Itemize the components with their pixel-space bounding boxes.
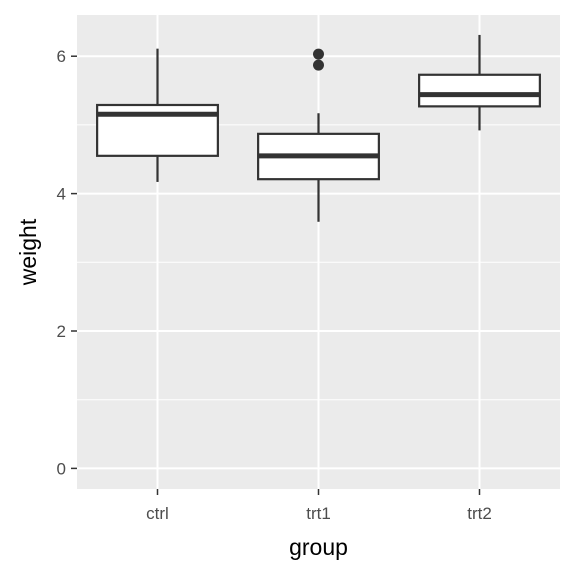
outlier-point-0 [313, 59, 324, 71]
x-tick-label: trt2 [467, 504, 492, 523]
outlier-point-1 [313, 48, 324, 60]
iqr-box [418, 73, 541, 108]
box-trt1 [257, 48, 380, 222]
box-trt2 [418, 34, 541, 131]
y-tick-label: 6 [57, 47, 66, 66]
x-axis-ticks: ctrl trt1 trt2 [146, 489, 492, 523]
y-tick-label: 0 [57, 459, 66, 478]
y-axis-title: weight [15, 218, 41, 286]
x-tick-label: ctrl [146, 504, 169, 523]
x-axis-title: group [289, 534, 348, 560]
box-ctrl [96, 48, 219, 182]
y-axis-ticks: 0 2 4 6 [57, 47, 77, 478]
boxes [96, 34, 541, 222]
y-tick-label: 2 [57, 322, 66, 341]
x-tick-label: trt1 [306, 504, 331, 523]
y-tick-label: 4 [57, 185, 66, 204]
